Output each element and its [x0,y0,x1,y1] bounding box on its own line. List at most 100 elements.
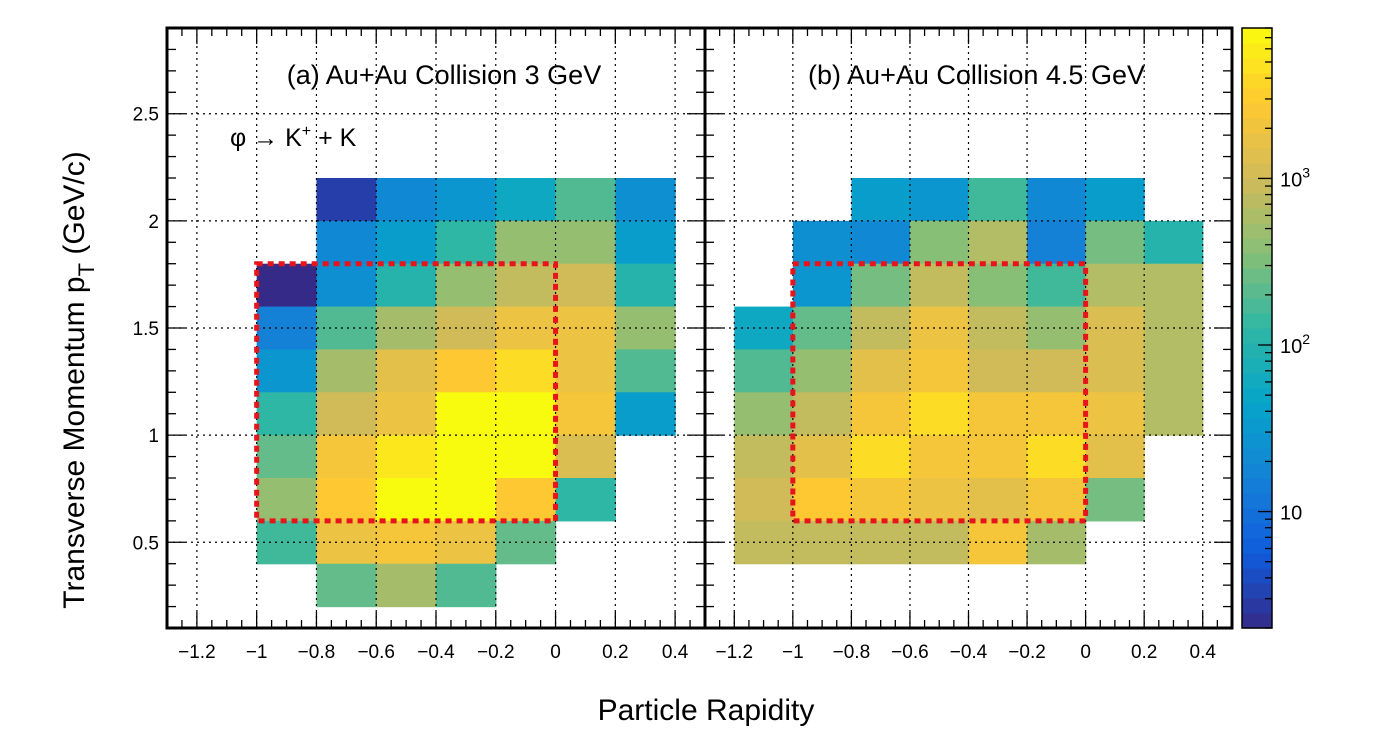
heatmap-cell [851,220,911,265]
heatmap-cell [792,392,852,436]
panel-frame [703,26,1234,630]
heatmap-cell [256,478,318,522]
heatmap-cell [316,178,377,222]
heatmap-cell [376,435,437,479]
x-tick-label: −0.2 [477,642,515,663]
colorbar-segment [1242,523,1272,539]
heatmap-cell [555,478,616,522]
heatmap-cell [792,478,852,522]
heatmap-cell [968,263,1028,308]
heatmap-cell [256,306,318,351]
heatmap-cell [555,349,616,393]
heatmap-cell [851,349,911,393]
heatmap-cell [436,478,497,522]
colorbar-segment [1242,508,1272,524]
highlight-box [790,261,1089,524]
heatmap-cell [436,435,497,479]
heatmap-cell [376,478,437,522]
heatmap-cell [376,349,437,393]
x-tick-label: −0.8 [833,642,871,663]
heatmap-cell [909,478,970,522]
heatmap-cell [909,263,970,308]
heatmap-cell [316,478,377,522]
heatmap-cell [1027,392,1087,436]
x-tick-label: −0.4 [417,642,455,663]
heatmap-cell [495,478,557,522]
heatmap-cell [792,349,852,393]
colorbar-segment [1242,598,1272,614]
colorbar-label: 103 [1280,164,1310,191]
heatmap-cell [968,220,1028,265]
heatmap-cell [376,306,437,351]
heatmap-cell [1085,306,1145,351]
annotation-decay: φ → K+ + K [230,123,357,152]
y-tick-label: 0.5 [133,533,159,554]
heatmap-cell [376,220,437,265]
x-tick-label: −0.8 [298,642,336,663]
colorbar-segment [1242,388,1272,404]
heatmap-cell [376,263,437,308]
colorbar-segment [1242,268,1272,284]
panel-title: (a) Au+Au Collision 3 GeV [287,60,601,90]
heatmap-cell [555,263,616,308]
x-tick-label: 0 [1080,642,1091,663]
heatmap-cell [316,263,377,308]
colorbar-segment [1242,73,1272,89]
colorbar-segment [1242,448,1272,464]
heatmap-cell [436,520,497,565]
colorbar-segment [1242,463,1272,479]
heatmap-cell [1027,220,1087,265]
highlight-box [254,261,559,524]
colorbar-segment [1242,553,1272,569]
x-tick-label: −1 [246,642,268,663]
colorbar-segment [1242,148,1272,164]
heatmap-cell [615,263,676,308]
heatmap-cell [792,435,852,479]
heatmap-cell [1144,263,1204,308]
heatmap-cell [792,220,852,265]
colorbar-frame [1241,27,1273,629]
heatmap-cell [495,349,557,393]
colorbar-segment [1242,193,1272,209]
colorbar-label: 102 [1280,331,1310,358]
heatmap-cell [436,178,497,222]
colorbar-segment [1242,223,1272,239]
heatmap-cell [1027,178,1087,222]
heatmap-cell [792,263,852,308]
x-tick-label: −1.2 [716,642,754,663]
heatmap-cell [316,520,377,565]
colorbar-segment [1242,238,1272,254]
heatmap-cell [555,435,616,479]
colorbar-segment [1242,208,1272,224]
colorbar-segment [1242,538,1272,554]
colorbar-segment [1242,568,1272,584]
x-tick-label: −0.6 [357,642,395,663]
heatmap-cell [256,349,318,393]
colorbar-segment [1242,58,1272,74]
heatmap-cell [495,220,557,265]
heatmap-cell [909,435,970,479]
y-axis-label: Transverse Momentum pT (GeV/c) [58,151,99,608]
heatmap-cell [495,178,557,222]
heatmap-cell [968,392,1028,436]
heatmap-cell [1085,349,1145,393]
x-tick-label: 0.4 [662,642,689,663]
heatmap-cell [1027,478,1087,522]
heatmap-cell [968,178,1028,222]
heatmap-cell [1085,263,1145,308]
heatmap-cell [851,392,911,436]
panel-a: −1.2 −1 −0.8 −0.6 −0.4 −0.2 0 0.2 0.4 0.5 1 1.5 2 2.5… [133,26,707,663]
heatmap-cell [495,435,557,479]
heatmap-cell [1027,263,1087,308]
x-tick-label: 0 [550,642,561,663]
heatmap-cell [734,349,794,393]
colorbar-segment [1242,418,1272,434]
heatmap-cell [909,178,970,222]
colorbar-segment [1242,313,1272,329]
heatmap-cell [256,520,318,565]
heatmap-cell [734,392,794,436]
heatmap-cell [909,220,970,265]
x-tick-label: −0.4 [950,642,988,663]
colorbar-segment [1242,403,1272,419]
